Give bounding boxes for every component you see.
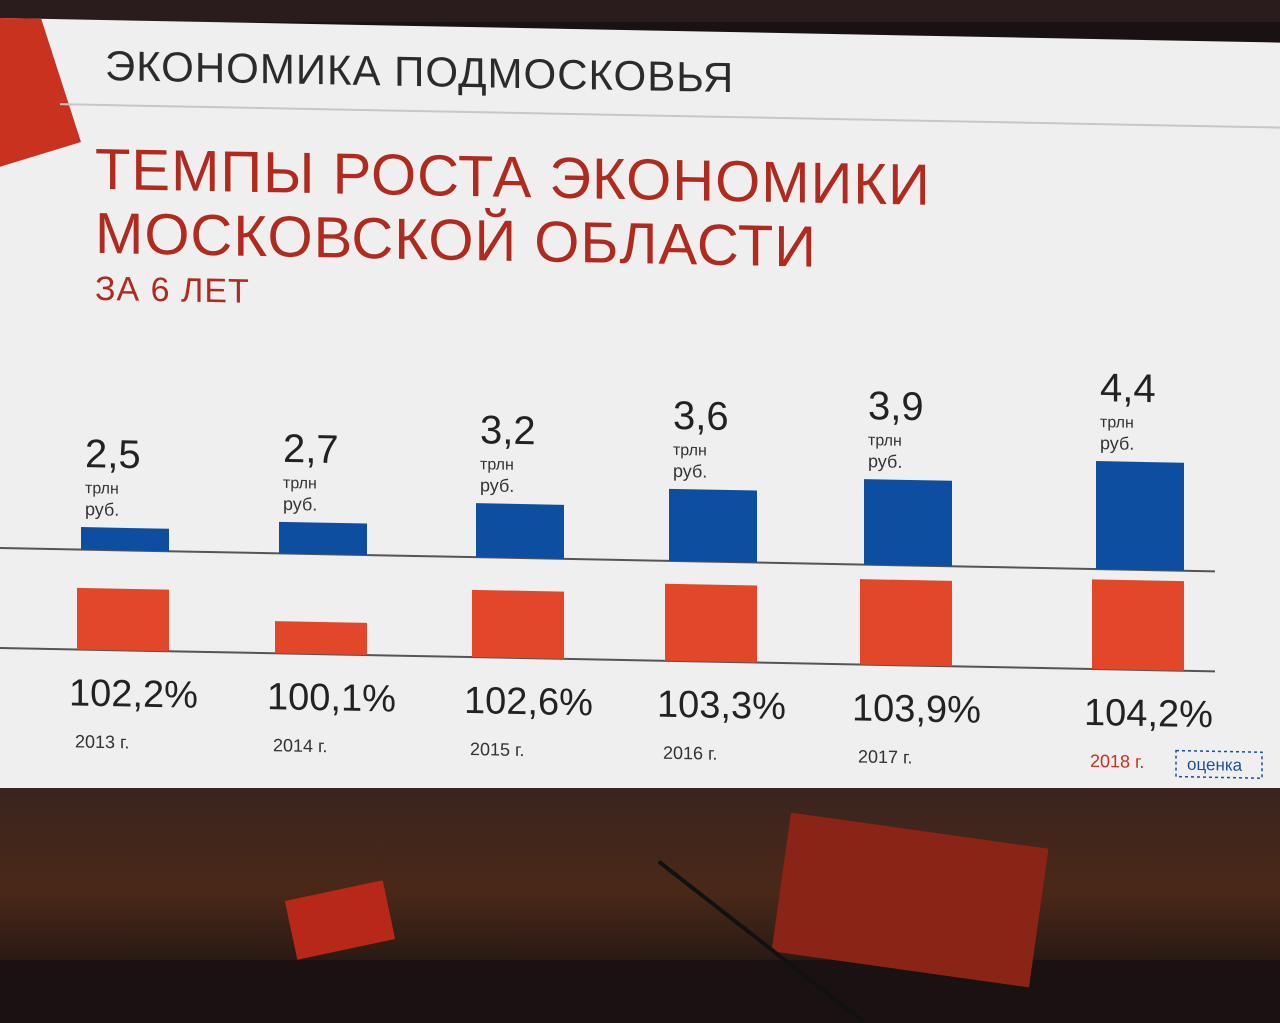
- year-tick-label: 2016 г.: [663, 743, 717, 764]
- growth-bar: [472, 589, 564, 659]
- gdp-value-label: 3,6: [673, 394, 729, 439]
- gdp-bar: [1096, 461, 1184, 571]
- gdp-unit-label: руб.: [673, 461, 707, 482]
- stage-floor: [0, 788, 1280, 960]
- gdp-value-label: 2,7: [283, 427, 339, 472]
- gdp-unit-label: трлн: [85, 480, 119, 498]
- growth-bar: [665, 583, 757, 663]
- year-tick-label: 2013 г.: [75, 731, 129, 752]
- growth-bar: [275, 621, 367, 656]
- estimate-note: оценка: [1187, 755, 1243, 775]
- growth-value-label: 103,3%: [657, 684, 786, 728]
- presentation-slide: ЭКОНОМИКА ПОДМОСКОВЬЯ ТЕМПЫ РОСТА ЭКОНОМ…: [0, 18, 1280, 813]
- gdp-unit-label: трлн: [480, 456, 514, 474]
- gdp-unit-label: трлн: [1100, 414, 1134, 432]
- gdp-unit-label: руб.: [283, 494, 317, 515]
- gdp-bar: [81, 527, 169, 552]
- gdp-unit-label: трлн: [283, 475, 317, 493]
- growth-bar: [1092, 579, 1184, 671]
- estimate-note-box: [1175, 749, 1263, 779]
- year-tick-label: 2015 г.: [470, 739, 524, 760]
- growth-value-label: 102,6%: [464, 680, 593, 724]
- gdp-unit-label: трлн: [673, 442, 707, 460]
- year-tick-label: 2014 г.: [273, 735, 327, 756]
- gdp-bar: [669, 488, 757, 563]
- chart-baseline: [0, 647, 1215, 673]
- chart-baseline: [0, 547, 1215, 573]
- gdp-unit-label: руб.: [480, 475, 514, 496]
- year-tick-label: 2017 г.: [858, 746, 912, 767]
- gdp-bar: [864, 479, 952, 567]
- growth-bar: [77, 587, 169, 652]
- growth-bar: [860, 579, 952, 667]
- gdp-unit-label: руб.: [868, 451, 902, 472]
- growth-value-label: 104,2%: [1084, 692, 1213, 736]
- growth-value-label: 100,1%: [267, 676, 396, 720]
- gdp-unit-label: руб.: [1100, 433, 1134, 454]
- gdp-value-label: 2,5: [85, 432, 141, 477]
- gdp-value-label: 3,9: [868, 384, 924, 429]
- growth-value-label: 102,2%: [69, 672, 198, 716]
- gdp-bar: [279, 521, 367, 556]
- year-tick-label: 2018 г.: [1090, 751, 1144, 772]
- gdp-unit-label: руб.: [85, 499, 119, 520]
- gdp-value-label: 3,2: [480, 408, 536, 453]
- gdp-unit-label: трлн: [868, 432, 902, 450]
- gdp-bar: [476, 503, 564, 559]
- growth-value-label: 103,9%: [852, 687, 981, 731]
- stage-top-frame: [0, 0, 1280, 22]
- gdp-value-label: 4,4: [1100, 366, 1156, 411]
